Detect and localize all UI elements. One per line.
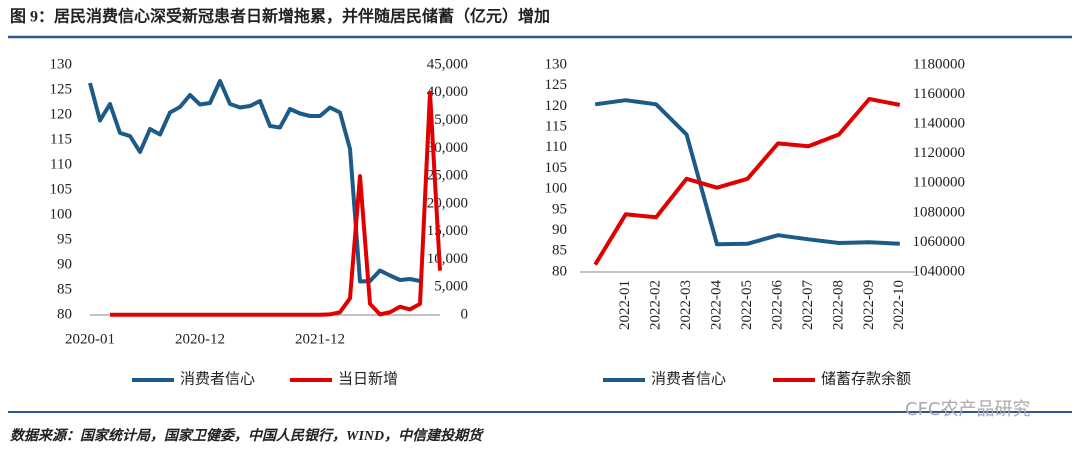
legend-label: 消费者信心 [180,370,255,387]
x-tick-label: 2020-01 [65,331,115,347]
x-tick-label: 2020-12 [175,331,225,347]
y-tick-label: 35,000 [427,112,468,128]
y-tick-label: 25,000 [427,168,468,184]
figure-title: 图 9：居民消费信心深受新冠患者日新增拖累，并伴随居民储蓄（亿元）增加 [10,7,550,26]
x-tick-label: 2022-07 [800,280,816,330]
y-tick-label: 80 [57,306,72,322]
y-tick-label: 115 [545,119,567,135]
y-tick-label: 45,000 [427,56,468,72]
y-tick-label: 1040000 [913,263,966,279]
y-tick-label: 5,000 [434,279,468,295]
y-tick-label: 125 [50,81,73,97]
x-tick-label: 2022-10 [891,280,907,330]
y-tick-label: 110 [50,156,72,172]
x-tick-label: 2021-12 [295,331,345,347]
y-tick-label: 1180000 [913,56,965,72]
x-tick-label: 2022-01 [617,280,633,330]
legend-label: 当日新增 [338,370,398,387]
y-tick-label: 130 [545,56,568,72]
x-tick-label: 2022-09 [861,280,877,330]
y-tick-label: 85 [552,243,567,259]
y-tick-label: 105 [50,181,73,197]
y-tick-label: 1120000 [913,145,965,161]
x-tick-label: 2022-08 [830,280,846,330]
legend-label: 储蓄存款余额 [821,369,911,387]
y-tick-label: 0 [461,306,469,322]
y-tick-label: 1080000 [913,204,966,220]
y-tick-label: 80 [552,263,567,279]
y-tick-label: 20,000 [427,195,468,211]
y-tick-label: 1140000 [913,116,965,132]
y-tick-label: 95 [57,231,72,247]
y-tick-label: 95 [552,201,567,217]
legend-label: 消费者信心 [651,370,726,387]
x-tick-label: 2022-02 [648,280,664,330]
watermark: CFC农产品研究 [905,399,1031,420]
y-tick-label: 120 [50,106,73,122]
y-tick-label: 105 [545,160,568,176]
x-tick-label: 2022-03 [678,280,694,330]
y-tick-label: 100 [545,181,568,197]
y-tick-label: 1100000 [913,175,965,191]
y-tick-label: 15,000 [427,223,468,239]
x-tick-label: 2022-05 [739,280,755,330]
y-tick-label: 10,000 [427,251,468,267]
series-line [593,97,901,266]
source-note: 数据来源：国家统计局，国家卫健委，中国人民银行，WIND，中信建投期货 [10,427,484,444]
y-tick-label: 40,000 [427,84,468,100]
x-tick-label: 2022-06 [769,280,785,330]
x-tick-label: 2022-04 [708,280,724,330]
y-tick-label: 1160000 [913,86,965,102]
series-line [88,79,421,284]
y-tick-label: 90 [57,256,72,272]
y-tick-label: 1060000 [913,234,966,250]
y-tick-label: 100 [50,206,73,222]
y-tick-label: 115 [50,131,72,147]
y-tick-label: 125 [545,77,568,93]
y-tick-label: 130 [50,56,73,72]
series-line [110,90,442,317]
y-tick-label: 110 [545,139,567,155]
y-tick-label: 120 [545,98,568,114]
y-tick-label: 90 [552,222,567,238]
series-line [594,98,900,247]
y-tick-label: 85 [57,281,72,297]
y-tick-label: 30,000 [427,140,468,156]
